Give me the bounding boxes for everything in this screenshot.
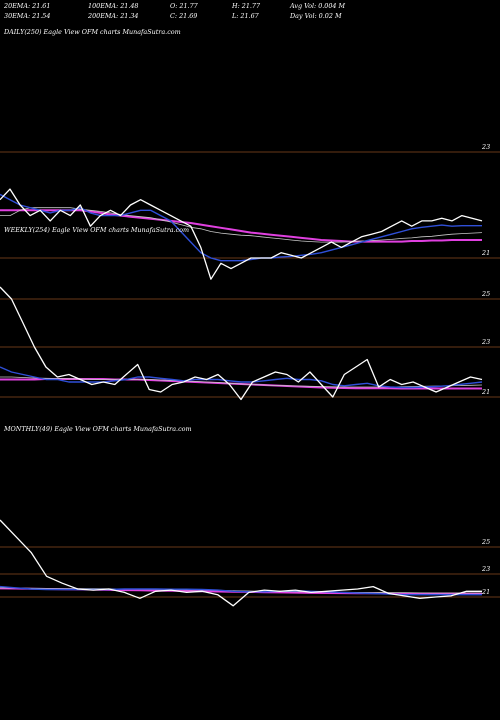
- ema20-value: 20EMA: 21.61: [4, 2, 51, 10]
- panel-label: DAILY(250) Eagle View OFM charts MunafaS…: [3, 28, 181, 36]
- ema200-line: [0, 209, 482, 243]
- ema100-line: [0, 207, 483, 243]
- y-tick-label: 25: [481, 290, 490, 298]
- low-value: L: 21.67: [232, 12, 259, 20]
- ema200-value: 200EMA: 21.34: [88, 12, 139, 20]
- open-value: O: 21.77: [170, 2, 198, 10]
- ema20-line: [0, 193, 482, 262]
- indicator-header: 20EMA: 21.61 100EMA: 21.48 O: 21.77 H: 2…: [4, 2, 496, 24]
- close-value: C: 21.69: [170, 12, 198, 20]
- y-tick-label: 21: [481, 388, 490, 396]
- price-line: [0, 519, 482, 607]
- y-tick-label: 25: [481, 538, 490, 546]
- day-volume-value: Day Vol: 0.02 M: [290, 12, 342, 20]
- panel-label: WEEKLY(254) Eagle View OFM charts Munafa…: [4, 226, 189, 234]
- weekly-panel: 25 23 21 WEEKLY(254) Eagle View OFM charts …: [0, 226, 500, 401]
- price-line: [0, 188, 483, 280]
- y-tick-label: 23: [481, 338, 490, 346]
- y-tick-label: 23: [481, 143, 490, 151]
- monthly-panel: 25 23 21 MONTHLY(49) Eagle View OFM charts …: [0, 425, 500, 607]
- y-tick-label: 21: [481, 249, 490, 257]
- price-line: [0, 286, 483, 401]
- panel-label: MONTHLY(49) Eagle View OFM charts Munafa…: [3, 425, 192, 433]
- ema100-value: 100EMA: 21.48: [88, 2, 139, 10]
- ema30-value: 30EMA: 21.54: [4, 12, 51, 20]
- ema20-line: [0, 366, 483, 389]
- y-tick-label: 21: [481, 588, 490, 596]
- daily-panel: 23 21 DAILY(250) Eagle View OFM charts Mun…: [0, 28, 500, 280]
- y-tick-label: 23: [481, 565, 490, 573]
- avg-volume-value: Avg Vol: 0.004 M: [290, 2, 346, 10]
- high-value: H: 21.77: [232, 2, 261, 10]
